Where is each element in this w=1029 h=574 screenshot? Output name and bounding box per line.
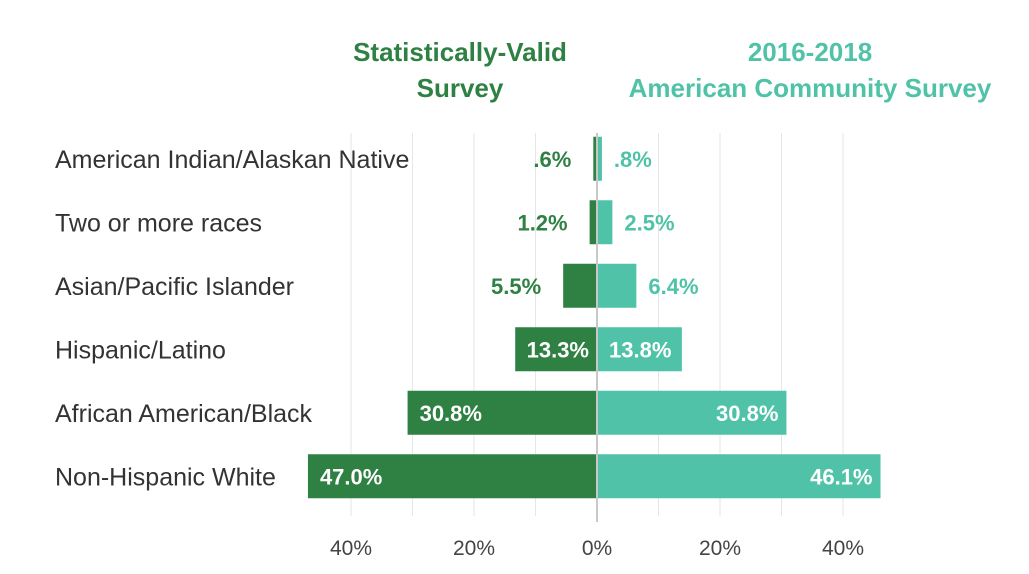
legend-survey-line-2: Survey bbox=[416, 73, 504, 103]
x-tick-label: 0% bbox=[582, 537, 612, 560]
category-label: Hispanic/Latino bbox=[55, 336, 226, 364]
value-label-survey: 5.5% bbox=[491, 274, 541, 299]
value-label-acs: 2.5% bbox=[624, 210, 674, 235]
bar-survey bbox=[407, 390, 597, 435]
legend-survey-title: Statistically-Valid Survey bbox=[300, 34, 620, 106]
bar-survey bbox=[593, 136, 597, 181]
category-label: African American/Black bbox=[55, 400, 313, 428]
bar-acs bbox=[597, 136, 602, 181]
category-label: Two or more races bbox=[55, 209, 262, 237]
category-label: American Indian/Alaskan Native bbox=[55, 146, 409, 174]
x-tick-label: 20% bbox=[453, 537, 495, 560]
legend-acs-line-1: 2016-2018 bbox=[747, 37, 873, 67]
category-label: Asian/Pacific Islander bbox=[55, 273, 294, 301]
legend-survey-line-1: Statistically-Valid bbox=[353, 37, 567, 67]
x-tick-label: 40% bbox=[330, 537, 372, 560]
category-label: Non-Hispanic White bbox=[55, 463, 276, 491]
value-label-survey: 1.2% bbox=[517, 210, 567, 235]
bar-survey bbox=[589, 200, 597, 245]
value-label-acs: 13.8% bbox=[609, 337, 671, 362]
bar-acs bbox=[597, 327, 682, 372]
x-tick-label: 20% bbox=[699, 537, 741, 560]
bar-survey bbox=[563, 263, 597, 308]
bar-acs bbox=[597, 263, 637, 308]
value-label-survey: 13.3% bbox=[527, 337, 589, 362]
value-label-acs: 46.1% bbox=[810, 464, 872, 489]
bar-acs bbox=[597, 454, 881, 499]
bar-survey bbox=[307, 454, 597, 499]
value-label-acs: 6.4% bbox=[648, 274, 698, 299]
bar-acs bbox=[597, 200, 613, 245]
value-label-acs: 30.8% bbox=[716, 401, 778, 426]
value-label-survey: 30.8% bbox=[420, 401, 482, 426]
bar-acs bbox=[597, 390, 787, 435]
value-label-survey: 47.0% bbox=[320, 464, 382, 489]
legend-acs-line-2: American Community Survey bbox=[628, 73, 992, 103]
value-label-survey: .6% bbox=[533, 147, 571, 172]
legend-acs-title: 2016-2018 American Community Survey bbox=[600, 34, 1020, 106]
value-label-acs: .8% bbox=[614, 147, 652, 172]
bar-survey bbox=[515, 327, 597, 372]
x-tick-label: 40% bbox=[822, 537, 864, 560]
